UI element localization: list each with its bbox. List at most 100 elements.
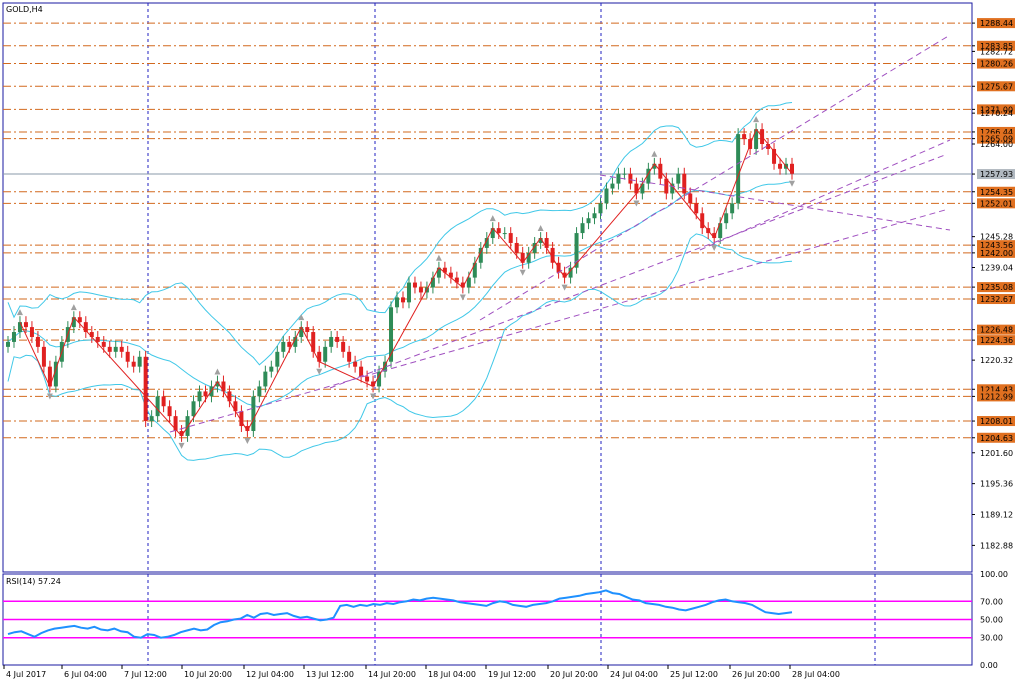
- candle[interactable]: [383, 361, 388, 372]
- candle[interactable]: [137, 356, 142, 367]
- candle[interactable]: [598, 203, 603, 214]
- candle[interactable]: [472, 262, 477, 278]
- candle[interactable]: [448, 272, 453, 278]
- candle[interactable]: [694, 203, 699, 214]
- candle[interactable]: [233, 401, 238, 412]
- candle[interactable]: [323, 346, 328, 362]
- candle[interactable]: [754, 129, 759, 149]
- candle[interactable]: [275, 351, 280, 367]
- candle[interactable]: [95, 336, 100, 342]
- candle[interactable]: [269, 366, 274, 372]
- candle[interactable]: [131, 361, 136, 367]
- candle[interactable]: [400, 297, 405, 303]
- candle[interactable]: [550, 247, 555, 263]
- candle[interactable]: [640, 183, 645, 194]
- candle[interactable]: [293, 336, 298, 347]
- candle[interactable]: [460, 282, 465, 288]
- candle[interactable]: [347, 351, 352, 362]
- candle[interactable]: [442, 267, 447, 273]
- candle[interactable]: [6, 341, 10, 347]
- candle[interactable]: [377, 371, 382, 387]
- candle[interactable]: [53, 361, 58, 387]
- candle[interactable]: [143, 356, 148, 422]
- candle[interactable]: [430, 277, 435, 288]
- candle[interactable]: [83, 322, 88, 333]
- candle[interactable]: [353, 361, 358, 367]
- candle[interactable]: [365, 376, 370, 382]
- candle[interactable]: [682, 173, 687, 194]
- candle[interactable]: [179, 430, 184, 436]
- candle[interactable]: [676, 173, 681, 184]
- candle[interactable]: [634, 183, 639, 194]
- candle[interactable]: [161, 396, 166, 407]
- candle[interactable]: [191, 401, 196, 417]
- candle[interactable]: [125, 351, 130, 362]
- candle[interactable]: [502, 233, 507, 235]
- candle[interactable]: [526, 252, 531, 263]
- candle[interactable]: [538, 238, 543, 243]
- candle[interactable]: [418, 287, 423, 293]
- candle[interactable]: [335, 336, 340, 342]
- candle[interactable]: [221, 381, 226, 392]
- candle[interactable]: [107, 346, 112, 352]
- candle[interactable]: [155, 396, 160, 417]
- candle[interactable]: [532, 242, 537, 253]
- candle[interactable]: [610, 183, 615, 189]
- candle[interactable]: [251, 396, 256, 431]
- candle[interactable]: [17, 322, 22, 333]
- candle[interactable]: [778, 163, 783, 169]
- candle[interactable]: [371, 381, 376, 387]
- candle[interactable]: [688, 193, 693, 204]
- candle[interactable]: [628, 173, 633, 184]
- candle[interactable]: [263, 371, 268, 387]
- candle[interactable]: [299, 327, 304, 337]
- candle[interactable]: [718, 223, 723, 239]
- candle[interactable]: [245, 426, 250, 431]
- candle[interactable]: [508, 233, 513, 243]
- candle[interactable]: [197, 391, 202, 402]
- candle[interactable]: [35, 336, 40, 347]
- candle[interactable]: [215, 381, 220, 387]
- candle[interactable]: [586, 218, 591, 224]
- candle[interactable]: [305, 327, 310, 333]
- candle[interactable]: [496, 228, 501, 234]
- candle[interactable]: [790, 163, 794, 174]
- candle[interactable]: [742, 134, 747, 140]
- candle[interactable]: [317, 351, 322, 362]
- candle[interactable]: [77, 317, 82, 323]
- candle[interactable]: [436, 267, 441, 278]
- candle[interactable]: [113, 346, 118, 352]
- candle[interactable]: [568, 267, 573, 278]
- candle[interactable]: [227, 391, 232, 402]
- candle[interactable]: [412, 282, 417, 288]
- candle[interactable]: [772, 148, 777, 164]
- candle[interactable]: [724, 213, 729, 224]
- candle[interactable]: [203, 391, 208, 397]
- candle[interactable]: [514, 242, 519, 253]
- candle[interactable]: [520, 252, 525, 263]
- candle[interactable]: [239, 411, 244, 427]
- candle[interactable]: [257, 386, 262, 397]
- candle[interactable]: [466, 277, 471, 288]
- candle[interactable]: [341, 341, 346, 352]
- candle[interactable]: [730, 203, 735, 214]
- candle[interactable]: [23, 322, 28, 328]
- candle[interactable]: [29, 327, 34, 337]
- candle[interactable]: [11, 332, 16, 342]
- candle[interactable]: [580, 223, 585, 234]
- candle[interactable]: [41, 346, 46, 367]
- candle[interactable]: [395, 297, 400, 308]
- candle[interactable]: [616, 173, 621, 184]
- candle[interactable]: [478, 247, 483, 263]
- candle[interactable]: [47, 366, 52, 387]
- candle[interactable]: [71, 317, 76, 328]
- candle[interactable]: [700, 213, 705, 229]
- candle[interactable]: [664, 178, 669, 194]
- candle[interactable]: [359, 366, 364, 377]
- candle[interactable]: [173, 416, 178, 431]
- candle[interactable]: [766, 144, 771, 149]
- candle[interactable]: [329, 336, 334, 347]
- candle[interactable]: [712, 233, 717, 239]
